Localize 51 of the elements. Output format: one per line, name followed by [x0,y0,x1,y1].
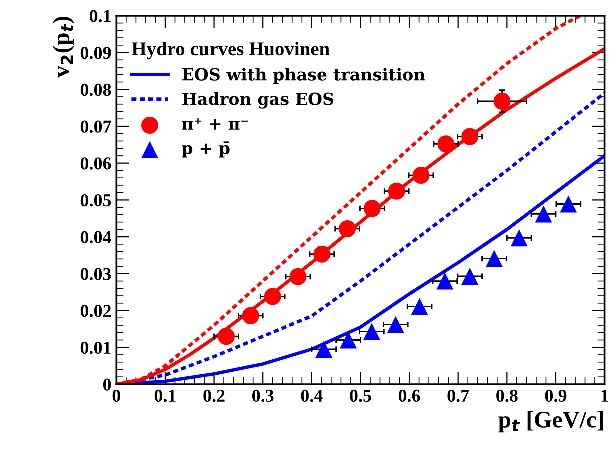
point [314,246,331,263]
x-tick-label: 0.6 [398,390,420,402]
point [264,288,282,306]
x-tick-label: 0.8 [496,390,518,402]
legend-label: EOS with phase transition [182,68,426,84]
point [438,136,455,153]
legend-label: p + p̄ [182,142,230,158]
y-tick-label: 0 [103,378,112,391]
point [486,250,503,268]
point [494,92,511,110]
point [436,272,454,290]
legend-title: Hydro curves Huovinen [132,42,330,60]
point [412,167,430,184]
x-tick-label: 0.2 [204,390,225,402]
point [242,307,260,324]
point [364,200,381,218]
x-axis-title: p$_{t}$ [GeV/c] [498,411,604,433]
point [290,268,307,286]
point [388,182,406,200]
y-axis-title: v$_{2}$(p$_{t}$) [52,17,74,78]
x-tick-label: 0.3 [252,390,274,402]
y-tick-label: 0.06 [80,158,112,170]
x-tick-label: 0.1 [154,390,176,402]
point [535,206,552,223]
y-tick-label: 0.09 [80,47,112,60]
point [510,230,528,247]
point [462,268,479,285]
point [339,220,356,238]
y-tick-label: 0.08 [80,84,112,96]
y-tick-label: 0.04 [80,231,112,244]
x-tick-label: 1 [602,390,608,402]
y-tick-label: 0.07 [80,120,112,134]
point [560,196,578,213]
point [462,128,479,146]
point [363,323,380,340]
x-tick-label: 0.9 [545,390,567,402]
legend-label: π⁺ + π⁻ [182,118,248,130]
point [316,340,333,358]
x-tick-label: 0.7 [448,390,470,402]
point [411,298,428,316]
y-tick-label: 0.1 [90,10,111,22]
y-tick-label: 0.01 [80,342,111,354]
legend-label: Hadron gas EOS [182,92,334,109]
y-tick-label: 0.05 [80,194,112,207]
point [218,328,235,346]
y-tick-label: 0.02 [80,305,112,318]
x-tick-label: 0.4 [301,390,323,402]
point [387,316,404,334]
x-tick-label: 0 [112,390,120,402]
x-tick-label: 0.5 [350,390,372,402]
y-tick-label: 0.03 [80,268,112,280]
